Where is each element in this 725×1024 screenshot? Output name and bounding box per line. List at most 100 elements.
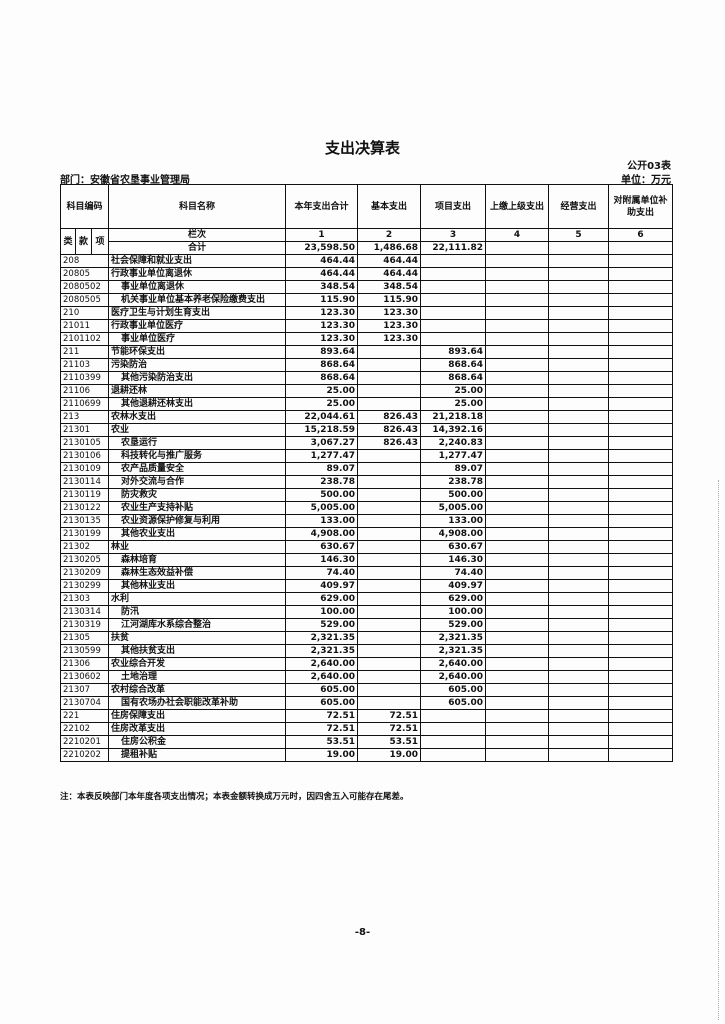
row-total: 605.00 [285, 696, 358, 710]
row-operating [548, 683, 609, 697]
total-c3: 22,111.82 [420, 241, 486, 255]
row-project: 4,908.00 [420, 527, 486, 541]
row-name: 事业单位离退休 [108, 280, 286, 294]
row-basic [357, 358, 421, 372]
row-project: 409.97 [420, 579, 486, 593]
row-project [420, 748, 486, 762]
row-code: 2080505 [60, 293, 109, 307]
row-project: 25.00 [420, 397, 486, 411]
row-basic [357, 566, 421, 580]
row-name: 退耕还林 [108, 384, 286, 398]
row-subsidy [608, 696, 673, 710]
row-subsidy [608, 683, 673, 697]
row-remit [485, 618, 549, 632]
row-subsidy [608, 332, 673, 346]
header-kuan: 款 [75, 228, 92, 255]
row-project: 630.67 [420, 540, 486, 554]
table-row: 20805 行政事业单位离退休 464.44 464.44 [60, 267, 673, 281]
row-name: 扶贫 [108, 631, 286, 645]
department-label: 部门：安徽省农垦事业管理局 [60, 175, 190, 186]
row-project: 1,277.47 [420, 449, 486, 463]
table-row: 221 住房保障支出 72.51 72.51 [60, 709, 673, 723]
row-code: 2110699 [60, 397, 109, 411]
row-total: 2,321.35 [285, 644, 358, 658]
row-remit [485, 683, 549, 697]
row-operating [548, 735, 609, 749]
row-subsidy [608, 397, 673, 411]
row-total: 74.40 [285, 566, 358, 580]
row-operating [548, 540, 609, 554]
row-project [420, 306, 486, 320]
page-title: 支出决算表 [324, 139, 400, 157]
row-remit [485, 449, 549, 463]
row-operating [548, 319, 609, 333]
row-total: 19.00 [285, 748, 358, 762]
row-total: 1,277.47 [285, 449, 358, 463]
row-basic [357, 514, 421, 528]
scan-edge [717, 480, 719, 1020]
table-row: 2080505 机关事业单位基本养老保险缴费支出 115.90 115.90 [60, 293, 673, 307]
row-total: 22,044.61 [285, 410, 358, 424]
row-code: 22102 [60, 722, 109, 736]
row-basic [357, 579, 421, 593]
table-row: 2210202 提租补贴 19.00 19.00 [60, 748, 673, 762]
row-basic [357, 553, 421, 567]
row-code: 21303 [60, 592, 109, 606]
row-basic: 123.30 [357, 332, 421, 346]
row-project [420, 319, 486, 333]
row-operating [548, 449, 609, 463]
row-operating [548, 566, 609, 580]
row-code: 21301 [60, 423, 109, 437]
row-subsidy [608, 605, 673, 619]
row-subsidy [608, 566, 673, 580]
row-operating [548, 475, 609, 489]
row-total: 464.44 [285, 254, 358, 268]
table-row: 2130314 防汛 100.00 100.00 [60, 605, 673, 619]
row-total: 89.07 [285, 462, 358, 476]
header-basic: 基本支出 [357, 184, 421, 229]
lanci-label: 栏次 [108, 228, 286, 242]
row-basic: 115.90 [357, 293, 421, 307]
row-code: 2130599 [60, 644, 109, 658]
row-remit [485, 332, 549, 346]
row-name: 江河湖库水系综合整治 [108, 618, 286, 632]
table-row: 213 农林水支出 22,044.61 826.43 21,218.18 [60, 410, 673, 424]
row-code: 2130299 [60, 579, 109, 593]
col-number-5: 5 [548, 228, 609, 242]
total-c1: 23,598.50 [285, 241, 358, 255]
row-name: 防汛 [108, 605, 286, 619]
row-name: 农林水支出 [108, 410, 286, 424]
row-name: 事业单位医疗 [108, 332, 286, 346]
row-operating [548, 397, 609, 411]
total-label: 合计 [108, 241, 286, 255]
row-total: 146.30 [285, 553, 358, 567]
row-operating [548, 592, 609, 606]
row-project: 100.00 [420, 605, 486, 619]
row-project: 25.00 [420, 384, 486, 398]
row-remit [485, 371, 549, 385]
header-operating: 经营支出 [548, 184, 609, 229]
row-name: 行政事业单位离退休 [108, 267, 286, 281]
row-total: 629.00 [285, 592, 358, 606]
table-row: 2130299 其他林业支出 409.97 409.97 [60, 579, 673, 593]
row-subsidy [608, 670, 673, 684]
row-project: 605.00 [420, 683, 486, 697]
row-remit [485, 527, 549, 541]
row-remit [485, 579, 549, 593]
table-row: 2130319 江河湖库水系综合整治 529.00 529.00 [60, 618, 673, 632]
row-project: 529.00 [420, 618, 486, 632]
row-operating [548, 748, 609, 762]
table-row: 22102 住房改革支出 72.51 72.51 [60, 722, 673, 736]
row-remit [485, 475, 549, 489]
row-name: 农村综合改革 [108, 683, 286, 697]
row-total: 868.64 [285, 371, 358, 385]
row-basic [357, 592, 421, 606]
table-row: 208 社会保障和就业支出 464.44 464.44 [60, 254, 673, 268]
row-name: 国有农场办社会职能改革补助 [108, 696, 286, 710]
row-basic: 348.54 [357, 280, 421, 294]
row-basic: 123.30 [357, 319, 421, 333]
row-remit [485, 735, 549, 749]
row-remit [485, 293, 549, 307]
row-project [420, 332, 486, 346]
